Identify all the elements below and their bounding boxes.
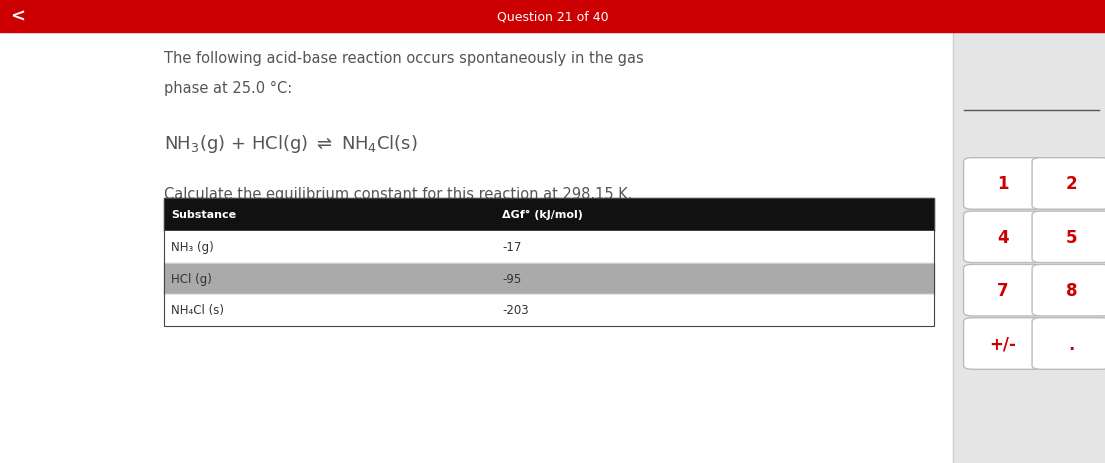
Text: NH$_3$(g) + HCl(g) $\rightleftharpoons$ NH$_4$Cl(s): NH$_3$(g) + HCl(g) $\rightleftharpoons$ … [164,132,418,155]
Text: <: < [10,8,25,25]
Text: phase at 25.0 °C:: phase at 25.0 °C: [164,81,292,95]
Text: ΔGf° (kJ/mol): ΔGf° (kJ/mol) [503,210,583,220]
Text: 7: 7 [997,282,1009,300]
Text: 4: 4 [997,228,1009,246]
FancyBboxPatch shape [964,212,1042,263]
Text: 1: 1 [997,175,1009,193]
Bar [953,33,1105,463]
Text: -17: -17 [503,241,522,254]
Text: Calculate the equilibrium constant for this reaction at 298.15 K.: Calculate the equilibrium constant for t… [164,187,632,202]
FancyBboxPatch shape [1032,212,1105,263]
Text: 8: 8 [1065,282,1077,300]
Bar [164,263,934,294]
Text: Question 21 of 40: Question 21 of 40 [496,10,609,23]
FancyBboxPatch shape [964,265,1042,316]
FancyBboxPatch shape [1032,265,1105,316]
Text: 5: 5 [1065,228,1077,246]
Text: Substance: Substance [171,210,236,220]
Bar [0,0,1105,33]
Text: 2: 2 [1065,175,1077,193]
Bar [164,232,934,263]
FancyBboxPatch shape [1032,318,1105,369]
Text: -95: -95 [503,272,522,285]
Text: -203: -203 [503,304,529,317]
Bar [164,198,934,232]
FancyBboxPatch shape [964,318,1042,369]
Text: NH₄Cl (s): NH₄Cl (s) [171,304,224,317]
Bar [164,198,934,326]
Text: HCl (g): HCl (g) [171,272,212,285]
FancyBboxPatch shape [964,158,1042,210]
Text: +/-: +/- [989,335,1017,353]
Text: NH₃ (g): NH₃ (g) [171,241,214,254]
Text: The following acid-base reaction occurs spontaneously in the gas: The following acid-base reaction occurs … [164,50,643,65]
Text: .: . [1069,335,1074,353]
Bar [164,294,934,326]
FancyBboxPatch shape [1032,158,1105,210]
